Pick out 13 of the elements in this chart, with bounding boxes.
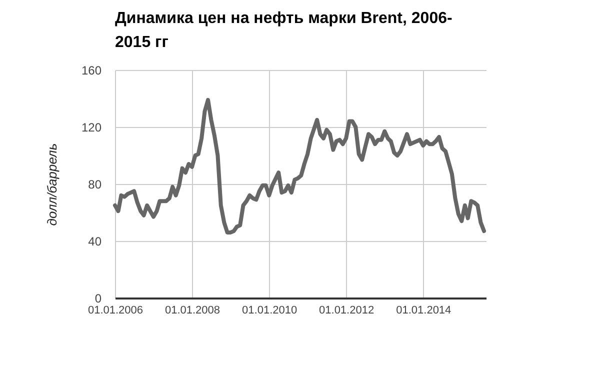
y-tick-label: 80 (88, 178, 102, 192)
x-tick-label: 01.01.2010 (242, 304, 298, 316)
line-series (113, 98, 486, 234)
y-tick-label: 40 (88, 234, 102, 248)
x-tick-label: 01.01.2006 (88, 304, 144, 316)
x-tick-label: 01.01.2012 (319, 304, 374, 316)
x-tick-label: 01.01.2008 (164, 304, 220, 316)
x-tick-label: 01.01.2014 (396, 304, 452, 316)
y-axis-title: долл/баррель (44, 143, 60, 226)
y-tick-label: 160 (81, 64, 102, 78)
chart-title: Динамика цен на нефть марки Brent, 2006-2015 гг (115, 10, 452, 51)
y-tick-label: 120 (81, 120, 102, 134)
y-tick-label: 0 (94, 292, 102, 306)
